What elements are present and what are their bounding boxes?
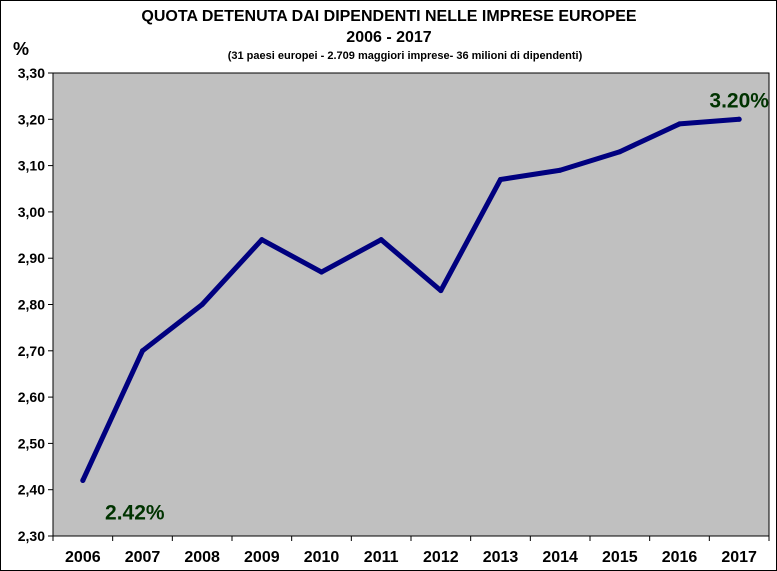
data-point xyxy=(736,116,742,122)
chart-subtitle: 2006 - 2017 xyxy=(346,29,432,46)
x-tick-label: 2015 xyxy=(602,549,638,566)
data-point xyxy=(557,167,563,173)
x-tick-label: 2011 xyxy=(364,549,399,566)
data-point xyxy=(438,288,444,294)
x-tick-label: 2008 xyxy=(184,549,220,566)
y-tick-label: 2,50 xyxy=(18,435,45,451)
data-point xyxy=(617,149,623,155)
chart-title: QUOTA DETENUTA DAI DIPENDENTI NELLE IMPR… xyxy=(141,8,636,25)
x-axis: 2006 2007 2008 2009 2010 2011 2012 2013 2014 2015… xyxy=(52,535,770,566)
value-annotation: 2.42% xyxy=(105,501,165,524)
series-line xyxy=(80,116,742,483)
x-tick-label: 2007 xyxy=(125,549,161,566)
data-point xyxy=(498,176,503,182)
data-point xyxy=(319,269,324,275)
series-layer xyxy=(80,116,742,483)
y-tick-label: 3,20 xyxy=(18,111,45,127)
data-point xyxy=(199,302,205,307)
data-point xyxy=(80,477,86,483)
x-tick-label: 2013 xyxy=(483,549,519,566)
y-axis: 2,30 2,40 2,50 2,60 2,70 2,80 2,90 3,00 3,10 3,20… xyxy=(18,65,54,544)
y-tick-label: 2,80 xyxy=(18,297,45,313)
y-tick-label: 2,90 xyxy=(18,250,45,266)
y-axis-unit: % xyxy=(13,39,29,59)
x-tick-label: 2010 xyxy=(304,549,340,566)
y-tick-label: 2,40 xyxy=(18,482,45,498)
data-point xyxy=(259,237,265,243)
y-tick-label: 2,30 xyxy=(18,528,45,544)
x-tick-label: 2006 xyxy=(65,549,101,566)
x-tick-label: 2012 xyxy=(423,549,459,566)
y-tick-label: 3,30 xyxy=(18,65,45,81)
chart-note: (31 paesi europei - 2.709 maggiori impre… xyxy=(228,50,583,62)
data-point xyxy=(378,237,384,243)
x-tick-label: 2009 xyxy=(244,549,280,566)
y-tick-label: 3,00 xyxy=(18,204,45,220)
y-tick-label: 2,60 xyxy=(18,389,45,405)
x-tick-label: 2016 xyxy=(662,549,698,566)
plot-area xyxy=(52,72,770,537)
data-point xyxy=(140,348,145,354)
x-tick-label: 2014 xyxy=(542,549,578,566)
x-tick-label: 2017 xyxy=(721,549,757,566)
value-annotation: 3.20% xyxy=(709,89,769,112)
data-point xyxy=(677,121,682,127)
y-tick-label: 2,70 xyxy=(18,343,45,359)
y-tick-label: 3,10 xyxy=(18,158,45,174)
annotation-layer: 2.42% 3.20% xyxy=(105,89,769,524)
